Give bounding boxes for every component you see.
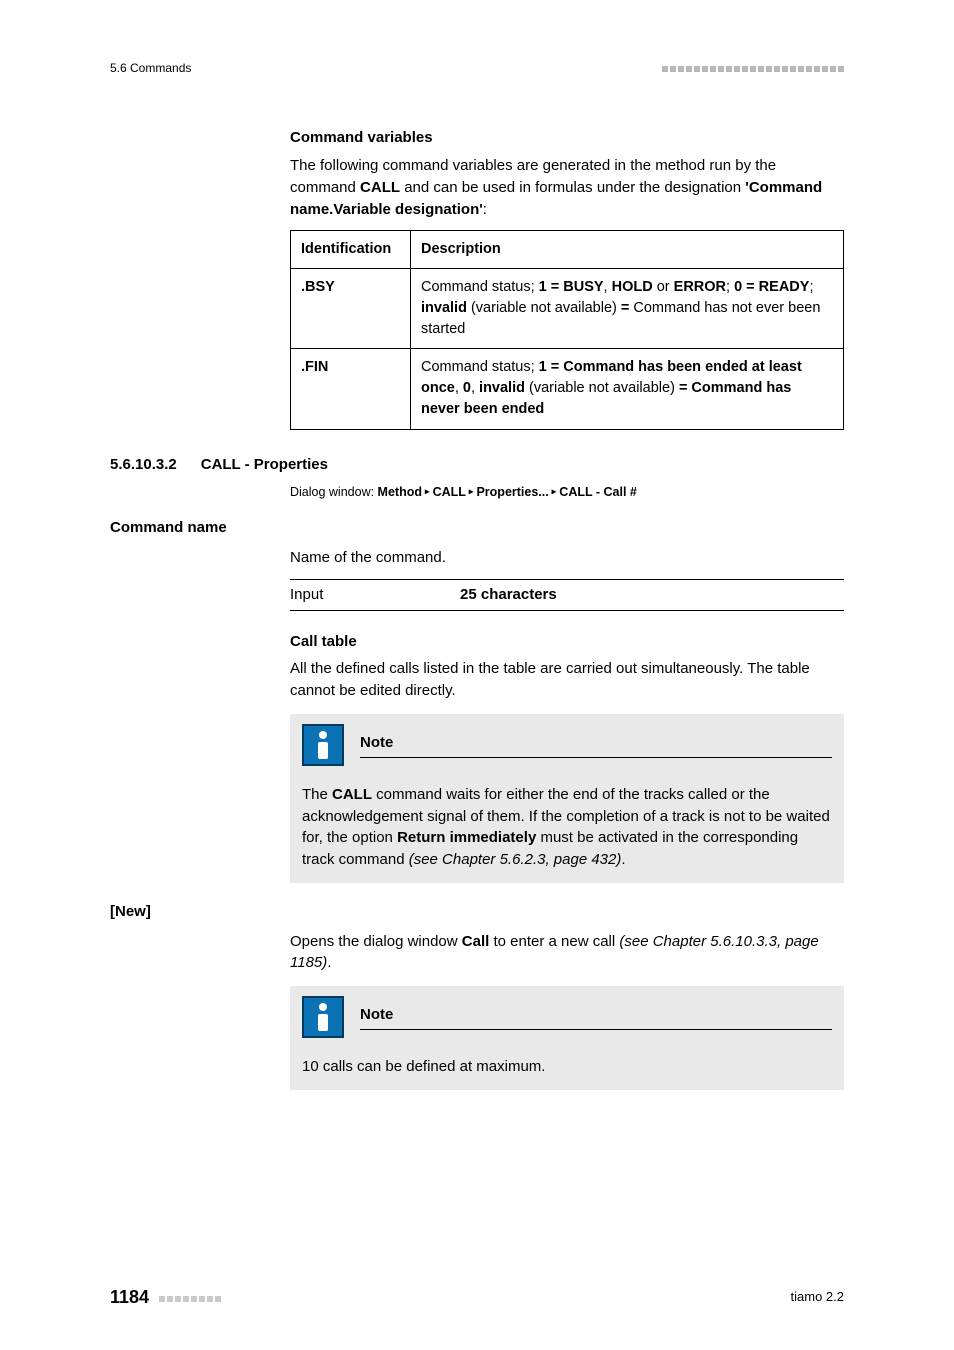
note-body: The CALL command waits for either the en… <box>302 784 832 871</box>
text: and can be used in formulas under the de… <box>400 179 745 196</box>
input-spec-row: Input 25 characters <box>290 579 844 611</box>
note-header: Note <box>302 986 832 1038</box>
info-icon <box>302 996 344 1038</box>
header-decor-dots <box>662 66 844 72</box>
command-variables-heading: Command variables <box>290 127 844 149</box>
table-row: .BSYCommand status; 1 = BUSY, HOLD or ER… <box>291 269 844 349</box>
note-header: Note <box>302 714 832 766</box>
dialog-window-path: Dialog window: Method ▸ CALL ▸ Propertie… <box>290 483 844 501</box>
footer-decor-dots <box>159 1296 221 1302</box>
table-row: .FINCommand status; 1 = Command has been… <box>291 349 844 429</box>
command-variables-section: Command variables The following command … <box>290 127 844 429</box>
command-variables-intro: The following command variables are gene… <box>290 155 844 220</box>
command-name-label: Command name <box>110 517 844 539</box>
table-col-id: Identification <box>291 231 411 269</box>
var-id: .FIN <box>291 349 411 429</box>
call-table-heading: Call table <box>290 631 844 653</box>
breadcrumb: 5.6 Commands <box>110 60 191 77</box>
new-button-desc: Opens the dialog window Call to enter a … <box>290 931 844 975</box>
page-header: 5.6 Commands <box>110 60 844 77</box>
info-icon <box>302 724 344 766</box>
table-col-desc: Description <box>411 231 844 269</box>
table-header-row: Identification Description <box>291 231 844 269</box>
new-button-label: [New] <box>110 901 844 923</box>
footer-left: 1184 <box>110 1284 221 1310</box>
text: : <box>483 201 487 218</box>
section-title: CALL - Properties <box>201 454 328 476</box>
input-label: Input <box>290 584 460 606</box>
product-name: tiamo 2.2 <box>791 1288 844 1307</box>
command-name-desc: Name of the command. <box>290 547 844 569</box>
page-footer: 1184 tiamo 2.2 <box>110 1284 844 1310</box>
text: Dialog window: <box>290 485 378 499</box>
page-number: 1184 <box>110 1287 149 1307</box>
var-desc: Command status; 1 = BUSY, HOLD or ERROR;… <box>411 269 844 349</box>
section-number: 5.6.10.3.2 <box>110 454 177 476</box>
note-title: Note <box>360 732 832 758</box>
section-heading: 5.6.10.3.2 CALL - Properties <box>110 454 844 476</box>
text: CALL <box>360 179 400 196</box>
call-table-desc: All the defined calls listed in the tabl… <box>290 658 844 702</box>
command-variables-table: Identification Description .BSYCommand s… <box>290 230 844 429</box>
note-box: Note 10 calls can be defined at maximum. <box>290 986 844 1090</box>
note-box: Note The CALL command waits for either t… <box>290 714 844 883</box>
input-value: 25 characters <box>460 584 557 606</box>
var-id: .BSY <box>291 269 411 349</box>
var-desc: Command status; 1 = Command has been end… <box>411 349 844 429</box>
note-title: Note <box>360 1004 832 1030</box>
note-body: 10 calls can be defined at maximum. <box>302 1056 832 1078</box>
